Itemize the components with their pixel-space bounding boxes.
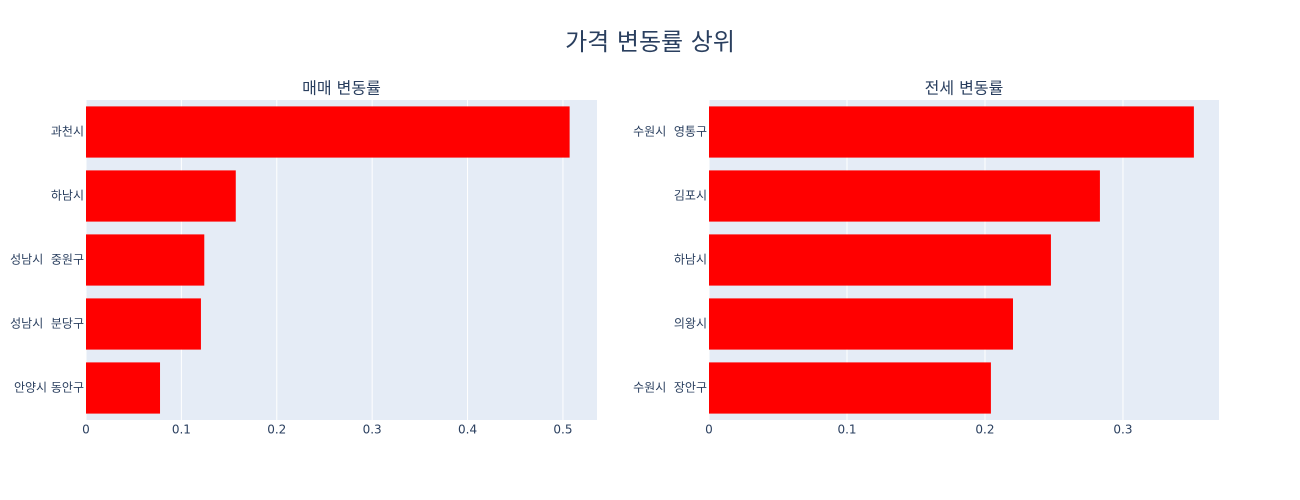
bar	[709, 106, 1194, 158]
x-tick-label: 0	[705, 423, 713, 437]
x-tick-label: 0.1	[837, 423, 856, 437]
bar	[86, 106, 570, 158]
bar	[86, 170, 236, 222]
y-tick-label: 김포시	[674, 189, 707, 203]
bar	[709, 298, 1013, 350]
x-tick-label: 0.3	[363, 423, 382, 437]
bar	[709, 362, 991, 414]
bar	[709, 234, 1051, 286]
x-tick-label: 0	[82, 423, 90, 437]
y-tick-label: 성남시 분당구	[10, 317, 84, 331]
subplot-title: 전세 변동률	[925, 79, 1004, 98]
x-tick-label: 0.5	[553, 423, 572, 437]
x-tick-label: 0.4	[458, 423, 477, 437]
x-tick-label: 0.2	[975, 423, 994, 437]
x-tick-label: 0.1	[172, 423, 191, 437]
y-tick-label: 과천시	[51, 124, 84, 139]
y-tick-label: 하남시	[674, 253, 707, 267]
x-tick-label: 0.3	[1113, 423, 1132, 437]
y-tick-label: 수원시 장안구	[633, 381, 707, 395]
y-tick-label: 성남시 중원구	[10, 253, 84, 267]
bar	[709, 170, 1100, 222]
y-tick-label: 수원시 영통구	[633, 125, 707, 139]
subplot-title: 매매 변동률	[302, 79, 381, 98]
y-tick-label: 하남시	[51, 189, 84, 203]
bar	[86, 298, 201, 350]
x-tick-label: 0.2	[267, 423, 286, 437]
y-tick-label: 의왕시	[674, 317, 707, 331]
y-tick-label: 안양시 동안구	[14, 381, 84, 395]
bar	[86, 234, 205, 286]
chart-title: 가격 변동률 상위	[565, 28, 735, 56]
bar	[86, 362, 161, 414]
